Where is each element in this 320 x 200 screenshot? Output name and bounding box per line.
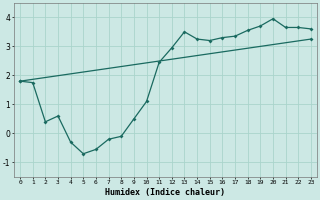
X-axis label: Humidex (Indice chaleur): Humidex (Indice chaleur): [106, 188, 226, 197]
